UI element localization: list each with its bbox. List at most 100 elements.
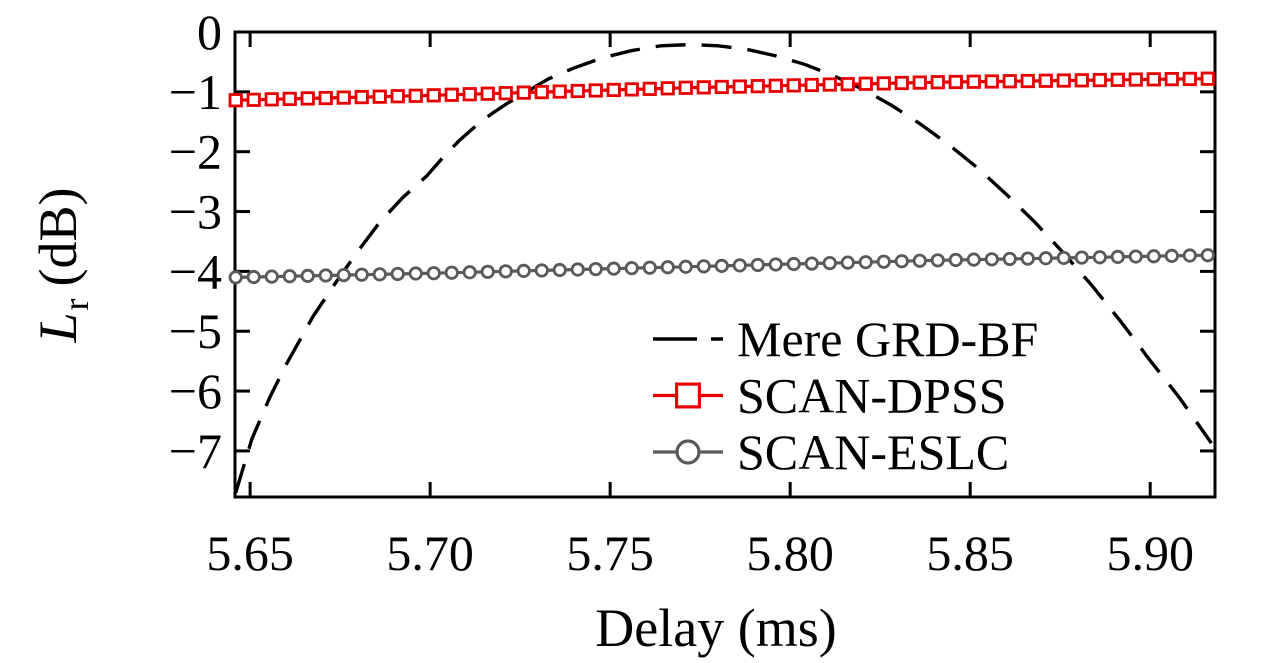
circle-marker — [750, 257, 765, 273]
square-marker — [570, 83, 585, 99]
square-marker — [1128, 72, 1143, 87]
square-marker — [552, 84, 567, 99]
square-marker — [948, 74, 963, 90]
square-marker — [372, 89, 387, 104]
square-marker — [246, 92, 261, 107]
circle-marker — [444, 265, 459, 280]
square-marker — [354, 90, 369, 105]
square-marker — [876, 76, 891, 91]
circle-marker — [1164, 248, 1179, 263]
x-tick-label: 5.90 — [1106, 525, 1194, 581]
circle-marker — [606, 261, 621, 276]
circle-marker — [498, 264, 513, 279]
circle-marker — [714, 258, 729, 273]
x-tick-label: 5.85 — [926, 525, 1014, 581]
square-marker — [1200, 71, 1215, 86]
legend-label: Mere GRD-BF — [737, 311, 1038, 367]
square-marker — [858, 76, 873, 91]
circle-marker — [840, 255, 855, 270]
square-marker — [606, 82, 621, 98]
square-marker — [696, 80, 711, 95]
square-marker — [516, 85, 531, 100]
circle-marker — [264, 269, 279, 284]
y-tick-label: −6 — [169, 363, 222, 419]
y-tick-label: −5 — [169, 303, 222, 359]
circle-marker — [390, 266, 405, 282]
circle-marker — [768, 257, 783, 272]
legend-item-scan-eslc: SCAN-ESLC — [653, 424, 1009, 480]
circle-marker — [426, 266, 441, 281]
square-marker — [1164, 71, 1179, 87]
x-tick-label: 5.75 — [566, 525, 654, 581]
square-marker — [228, 93, 243, 108]
square-marker — [930, 75, 945, 90]
y-tick-label: 0 — [197, 4, 222, 60]
square-marker — [786, 78, 801, 93]
y-tick-label: −4 — [169, 243, 222, 299]
y-axis-title: Lr (dB) — [28, 187, 96, 343]
y-tick-label: −3 — [169, 184, 222, 240]
circle-marker — [642, 260, 657, 275]
square-marker — [642, 81, 657, 96]
circle-marker — [408, 266, 423, 281]
square-marker — [966, 74, 981, 89]
square-marker — [1002, 74, 1017, 89]
x-axis: 5.65 5.70 5.75 5.80 5.85 5.90 — [206, 32, 1194, 581]
circle-marker — [1200, 248, 1215, 263]
circle-marker — [822, 255, 837, 271]
circle-marker — [678, 259, 693, 274]
circle-marker — [984, 252, 999, 267]
square-marker — [1182, 71, 1197, 87]
circle-marker — [1146, 249, 1161, 264]
circle-marker — [624, 261, 639, 276]
y-title-subscript: r — [56, 298, 96, 310]
square-marker — [1092, 72, 1107, 88]
circle-marker — [804, 256, 819, 271]
legend-label: SCAN-DPSS — [737, 368, 1007, 424]
circle-marker — [732, 258, 747, 273]
circle-marker — [894, 254, 909, 269]
square-marker — [750, 79, 765, 94]
series-mere-grd-bf — [234, 42, 1213, 494]
square-marker — [462, 87, 477, 102]
legend-circle-marker — [675, 439, 701, 465]
square-marker — [894, 75, 909, 91]
circle-marker — [660, 260, 675, 275]
circle-marker — [786, 256, 801, 272]
square-marker — [300, 91, 315, 106]
square-marker — [714, 79, 729, 95]
circle-marker — [1074, 250, 1089, 265]
square-marker — [408, 88, 423, 103]
circle-marker — [462, 265, 477, 280]
circle-marker — [1092, 250, 1107, 265]
circle-marker — [930, 253, 945, 268]
plot-border — [233, 30, 1217, 499]
circle-marker — [300, 268, 315, 283]
square-marker — [426, 88, 441, 103]
y-tick-label: −7 — [169, 423, 222, 479]
square-marker — [1146, 72, 1161, 87]
circle-marker — [318, 268, 333, 283]
circle-marker — [354, 267, 369, 282]
square-marker — [678, 80, 693, 95]
square-marker — [768, 78, 783, 93]
y-title-symbol: L — [28, 312, 88, 343]
circle-marker — [552, 262, 567, 278]
circle-marker — [282, 269, 297, 284]
legend-item-mere-grd-bf: Mere GRD-BF — [653, 311, 1038, 367]
legend-item-scan-dpss: SCAN-DPSS — [653, 368, 1007, 424]
circle-marker — [228, 270, 243, 285]
circle-marker — [1038, 251, 1053, 266]
legend-label: SCAN-ESLC — [737, 424, 1009, 480]
square-marker — [480, 86, 495, 101]
square-marker — [588, 83, 603, 98]
circle-marker — [948, 252, 963, 268]
circle-marker — [372, 267, 387, 282]
circle-marker — [696, 259, 711, 274]
square-marker — [444, 87, 459, 102]
square-marker — [282, 91, 297, 107]
square-marker — [498, 86, 513, 101]
square-marker — [336, 90, 351, 105]
